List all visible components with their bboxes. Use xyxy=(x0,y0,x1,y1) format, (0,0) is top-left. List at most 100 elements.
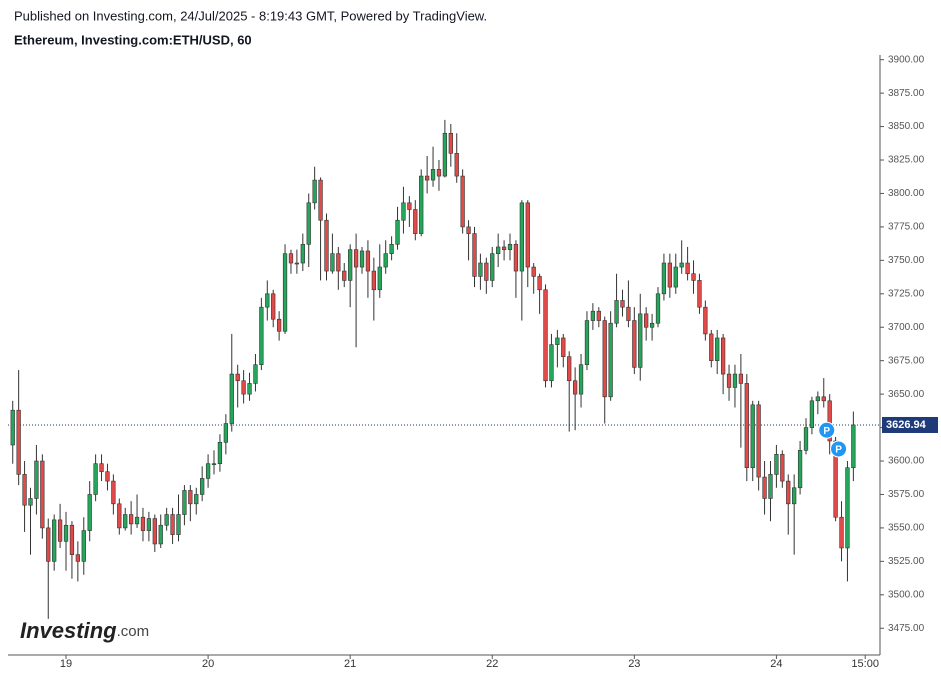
candle-body xyxy=(336,253,341,272)
candle-body xyxy=(407,202,412,210)
y-tick-label: 3500.00 xyxy=(888,589,925,600)
candle-body xyxy=(123,514,128,529)
y-tick-label: 3650.00 xyxy=(888,389,925,400)
candle-body xyxy=(413,209,418,234)
candle-body xyxy=(259,306,264,365)
candle-body xyxy=(555,337,560,345)
x-tick-label: 23 xyxy=(628,658,640,670)
candle-body xyxy=(205,463,211,479)
candle-body xyxy=(57,519,63,542)
candle-body xyxy=(478,262,483,277)
candle-body xyxy=(786,480,791,505)
candle-body xyxy=(720,337,726,375)
candle-body xyxy=(774,454,779,475)
candle-body xyxy=(490,253,495,281)
candle-body xyxy=(34,460,39,499)
candle-body xyxy=(632,320,637,368)
candle-body xyxy=(851,424,856,469)
candle-body xyxy=(496,246,501,254)
candle-body xyxy=(549,344,554,382)
candle-body xyxy=(460,175,465,228)
candle-body xyxy=(146,518,152,531)
logo-name: Investing xyxy=(20,618,117,643)
candle-body xyxy=(235,373,240,382)
candle-body xyxy=(567,356,572,382)
candle-body xyxy=(128,514,134,525)
candle-body xyxy=(306,202,311,245)
candle-body xyxy=(442,132,448,177)
candle-body xyxy=(348,249,353,281)
candle-body xyxy=(709,333,714,361)
candle-body xyxy=(28,498,33,506)
candle-body xyxy=(182,490,187,515)
candle-body xyxy=(448,132,453,154)
candle-body xyxy=(401,202,406,221)
candle-body xyxy=(75,554,80,562)
candle-body xyxy=(507,243,513,250)
candle-body xyxy=(454,153,459,177)
candle-body xyxy=(626,306,631,321)
candle-body xyxy=(572,380,578,395)
candle-body xyxy=(81,530,86,562)
candle-body xyxy=(821,396,826,402)
candle-body xyxy=(419,175,424,234)
candle-body xyxy=(537,276,542,291)
candle-body xyxy=(602,320,607,398)
candle-body xyxy=(578,364,584,395)
candle-body xyxy=(691,273,696,281)
candle-body xyxy=(620,300,625,308)
y-tick-label: 3675.00 xyxy=(888,355,925,366)
candle-body xyxy=(300,243,305,264)
candle-body xyxy=(52,519,57,562)
candle-body xyxy=(513,243,519,272)
candle-body xyxy=(667,262,672,288)
candle-body xyxy=(673,266,678,288)
candle-body xyxy=(590,310,596,321)
candle-body xyxy=(134,516,140,525)
candle-body xyxy=(780,454,785,482)
candle-body xyxy=(649,322,655,328)
candle-body xyxy=(383,253,388,268)
candle-body xyxy=(318,179,323,221)
candle-body xyxy=(750,404,755,469)
candle-body xyxy=(158,524,163,545)
last-price-label: 3626.94 xyxy=(886,419,927,431)
x-tick-label: 24 xyxy=(770,658,782,670)
candle-body xyxy=(531,266,536,277)
candle-body xyxy=(519,202,524,272)
candle-body xyxy=(424,175,430,181)
marker xyxy=(818,421,836,439)
candle-body xyxy=(827,400,832,442)
candle-body xyxy=(211,463,217,465)
logo-suffix: .com xyxy=(117,623,150,640)
candle-body xyxy=(265,293,270,308)
candle-body xyxy=(111,480,116,505)
y-tick-label: 3875.00 xyxy=(888,88,925,99)
candle-body xyxy=(140,516,146,531)
candle-body xyxy=(525,202,530,268)
published-note: Published on Investing.com, 24/Jul/2025 … xyxy=(14,8,487,23)
candle-body xyxy=(99,463,104,473)
y-tick-label: 3825.00 xyxy=(888,155,925,166)
x-tick-label: 19 xyxy=(60,658,72,670)
candle-body xyxy=(389,243,394,254)
y-tick-label: 3700.00 xyxy=(888,322,925,333)
candle-body xyxy=(223,423,228,443)
candle-body xyxy=(655,293,661,324)
candle-body xyxy=(436,169,442,177)
candle-body xyxy=(614,300,619,324)
candle-body xyxy=(359,250,365,268)
candle-body xyxy=(839,516,844,549)
candle-body xyxy=(430,169,436,181)
candle-body xyxy=(809,400,815,428)
candle-body xyxy=(365,250,371,272)
candle-body xyxy=(726,373,732,388)
candle-body xyxy=(276,318,282,332)
y-tick-label: 3800.00 xyxy=(888,188,925,199)
candle-body xyxy=(200,478,205,495)
candle-body xyxy=(679,262,684,268)
candle-body xyxy=(543,289,548,382)
candle-body xyxy=(661,262,667,295)
candle-body xyxy=(22,474,27,506)
candle-body xyxy=(294,262,300,265)
